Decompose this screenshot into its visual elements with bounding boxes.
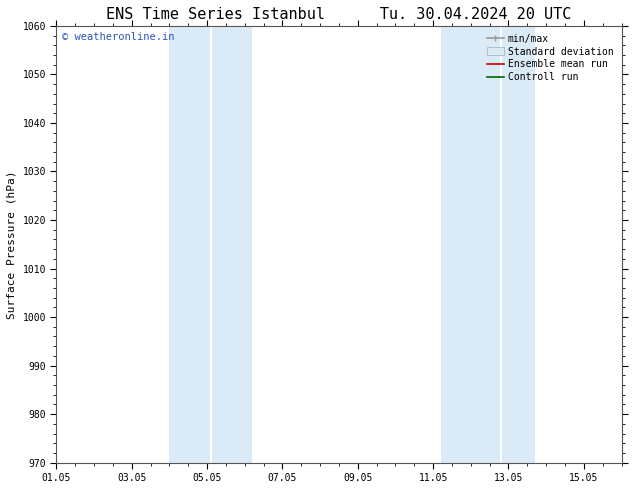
Legend: min/max, Standard deviation, Ensemble mean run, Controll run: min/max, Standard deviation, Ensemble me…: [484, 31, 617, 85]
Text: © weatheronline.in: © weatheronline.in: [62, 32, 174, 43]
Bar: [441, 26, 535, 463]
Bar: [169, 26, 252, 463]
Y-axis label: Surface Pressure (hPa): Surface Pressure (hPa): [7, 170, 17, 318]
Title: ENS Time Series Istanbul      Tu. 30.04.2024 20 UTC: ENS Time Series Istanbul Tu. 30.04.2024 …: [107, 7, 572, 22]
